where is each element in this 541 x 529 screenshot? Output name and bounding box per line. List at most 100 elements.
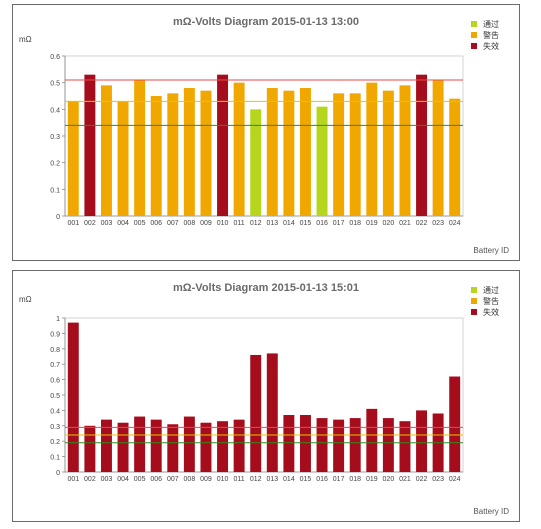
x-tick-label: 021 (399, 476, 411, 483)
bar-016 (316, 418, 328, 472)
bar-010 (217, 421, 229, 472)
x-tick-label: 022 (416, 220, 428, 227)
bar-chart-top: 0 0.1 0.2 0.3 0.4 0.5 0.6 001 002 003 004 005 006 007… (50, 54, 464, 227)
x-tick-label: 021 (399, 220, 411, 227)
y-tick-label: 0.2 (50, 439, 60, 446)
bar-004 (117, 101, 129, 216)
bar-020 (382, 90, 394, 216)
y-tick-label: 0.5 (50, 393, 60, 400)
bar-013 (266, 353, 278, 472)
bar-008 (183, 88, 195, 216)
x-tick-label: 013 (266, 220, 278, 227)
x-tick-label: 008 (184, 476, 196, 483)
x-tick-label: 002 (84, 220, 96, 227)
x-tick-label: 020 (383, 220, 395, 227)
x-tick-label: 010 (217, 220, 229, 227)
bar-003 (100, 419, 112, 472)
bar-002 (84, 425, 96, 472)
y-tick-label: 0.1 (50, 455, 60, 462)
legend-label-pass: 通过 (483, 286, 499, 295)
bar-011 (233, 419, 245, 472)
y-axis-label: mΩ (19, 35, 32, 44)
x-tick-label: 003 (101, 476, 113, 483)
x-tick-label: 013 (266, 476, 278, 483)
x-tick-label: 024 (449, 476, 461, 483)
chart-title: mΩ-Volts Diagram 2015-01-13 15:01 (173, 282, 359, 294)
x-tick-label: 024 (449, 220, 461, 227)
y-tick-label: 0 (56, 214, 60, 221)
y-tick-label: 0.4 (50, 107, 60, 114)
legend-label-fail: 失效 (483, 42, 499, 51)
bar-007 (167, 424, 179, 472)
y-tick-label: 0.9 (50, 331, 60, 338)
bar-024 (449, 376, 461, 472)
x-tick-label: 016 (316, 220, 328, 227)
x-tick-label: 017 (333, 476, 345, 483)
x-tick-label: 010 (217, 476, 229, 483)
bar-015 (299, 415, 311, 472)
y-tick-label: 0.6 (50, 378, 60, 385)
chart-title: mΩ-Volts Diagram 2015-01-13 13:00 (173, 16, 359, 28)
y-tick-label: 0 (56, 470, 60, 477)
bar-016 (316, 106, 328, 216)
bar-006 (150, 419, 162, 472)
x-tick-label: 014 (283, 220, 295, 227)
y-tick-label: 0.4 (50, 408, 60, 415)
x-tick-label: 023 (432, 476, 444, 483)
bar-003 (100, 85, 112, 216)
legend-label-fail: 失效 (483, 308, 499, 317)
bar-013 (266, 88, 278, 216)
x-tick-label: 012 (250, 220, 262, 227)
x-tick-label: 005 (134, 476, 146, 483)
bar-010 (217, 74, 229, 216)
x-axis-label: Battery ID (473, 246, 509, 255)
bar-015 (299, 88, 311, 216)
legend-label-warn: 警告 (483, 297, 499, 306)
y-tick-label: 0.2 (50, 161, 60, 168)
x-tick-label: 017 (333, 220, 345, 227)
x-tick-label: 005 (134, 220, 146, 227)
y-tick-label: 0.3 (50, 134, 60, 141)
bar-chart-bottom: 0 0.1 0.2 0.3 0.4 0.5 0.6 0.7 0.8 0.9 1 001 002 003 00… (50, 316, 464, 483)
x-tick-label: 004 (117, 220, 129, 227)
y-tick-label: 0.7 (50, 362, 60, 369)
x-tick-label: 011 (234, 476, 245, 483)
y-tick-label: 0.5 (50, 81, 60, 88)
x-tick-label: 023 (432, 220, 444, 227)
x-tick-label: 002 (84, 476, 96, 483)
x-tick-label: 020 (383, 476, 395, 483)
bar-017 (333, 419, 345, 472)
x-tick-label: 007 (167, 476, 179, 483)
chart-panel-top: mΩ-Volts Diagram 2015-01-13 13:00 mΩ Bat… (12, 4, 520, 261)
x-tick-label: 014 (283, 476, 295, 483)
bar-021 (399, 421, 411, 472)
bar-001 (67, 322, 79, 472)
bar-009 (200, 90, 212, 216)
bar-017 (333, 93, 345, 216)
legend-swatch-fail (471, 43, 477, 49)
x-tick-label: 019 (366, 476, 378, 483)
y-tick-label: 0.8 (50, 347, 60, 354)
x-tick-label: 015 (300, 220, 312, 227)
bar-004 (117, 422, 129, 472)
x-tick-label: 006 (150, 220, 162, 227)
x-tick-label: 008 (184, 220, 196, 227)
bar-020 (382, 418, 394, 472)
x-tick-label: 006 (150, 476, 162, 483)
x-tick-label: 007 (167, 220, 179, 227)
legend-label-warn: 警告 (483, 31, 499, 40)
bar-012 (250, 354, 262, 472)
y-axis-label: mΩ (19, 295, 32, 304)
bar-018 (349, 93, 361, 216)
x-tick-label: 001 (67, 476, 79, 483)
bar-014 (283, 415, 295, 472)
legend-swatch-fail (471, 309, 477, 315)
x-axis-label: Battery ID (473, 507, 509, 516)
bar-008 (183, 416, 195, 472)
x-tick-label: 009 (200, 476, 212, 483)
bar-022 (416, 74, 428, 216)
y-tick-label: 0.3 (50, 424, 60, 431)
bar-001 (67, 101, 79, 216)
x-tick-label: 019 (366, 220, 378, 227)
bar-022 (416, 410, 428, 472)
